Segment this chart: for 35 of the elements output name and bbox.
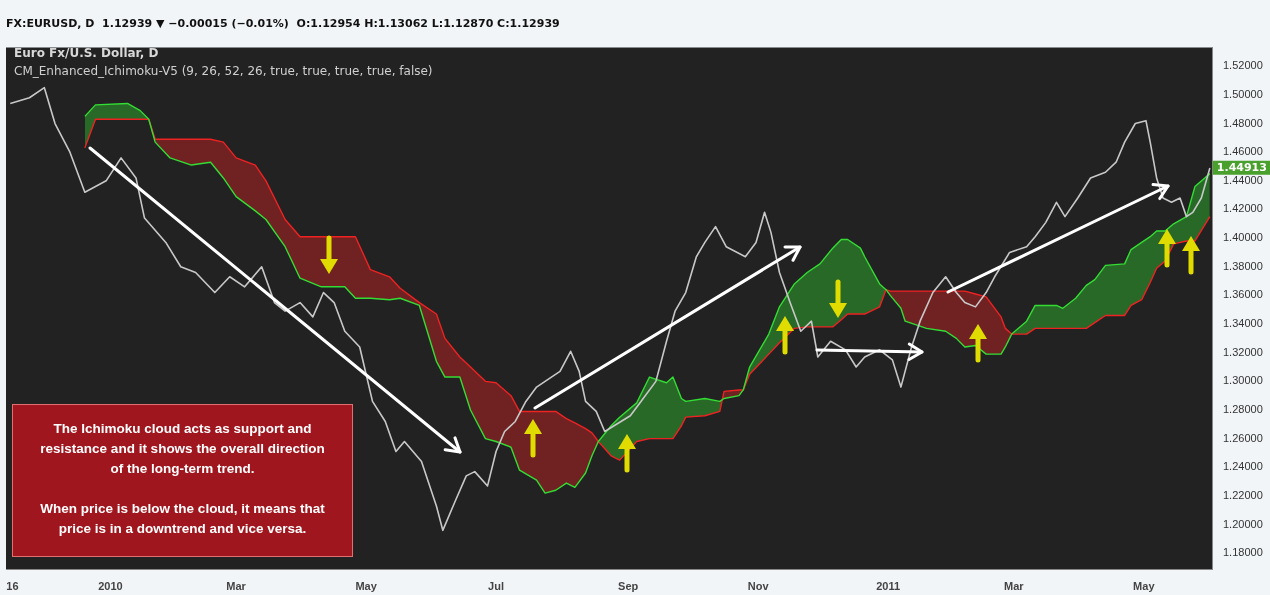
annotation: When price is below the cloud, it means that price is in a downtrend and vice versa.	[39, 500, 326, 538]
y-tick-label: 1.36000	[1223, 288, 1263, 301]
x-tick-label: 2010	[98, 579, 123, 592]
y-tick-label: 1.42000	[1223, 202, 1263, 215]
x-tick-label: Mar	[1004, 579, 1025, 592]
x-tick-label: Nov	[747, 579, 770, 592]
y-tick-label: 1.22000	[1223, 488, 1263, 501]
y-tick-label: 1.32000	[1223, 345, 1263, 358]
text: CM_Enhanced_Ichimoku-V5 (9, 26, 52, 26, true, true, true, true, false)	[14, 64, 433, 78]
x-tick-label: Jul	[488, 579, 505, 592]
note-box: The Ichimoku cloud acts as support and resistance and it shows the overall direction of the long-term trend. When price is below the cloud, it means that price is in a downtrend and vice versa.	[12, 404, 353, 557]
y-tick-label: 1.26000	[1223, 431, 1263, 444]
y-tick-label: 1.20000	[1223, 517, 1263, 530]
y-tick-label: 1.24000	[1223, 460, 1263, 473]
y-tick-label: 1.40000	[1223, 231, 1263, 244]
chart-title: Euro Fx/U.S. Dollar, D	[14, 46, 159, 60]
y-tick-label: 1.18000	[1223, 546, 1263, 559]
y-tick-label: 1.30000	[1223, 374, 1263, 387]
text: FX:EURUSD, D 1.12939 ▼ −0.00015 (−0.01%) O:1.12954 H:1.13062 L:1.12870 C:1.12939	[6, 17, 560, 30]
x-tick-label: Sep	[618, 579, 639, 592]
x-tick-label: May	[355, 579, 378, 592]
y-tick-label: 1.34000	[1223, 317, 1263, 330]
y-tick-label: 1.44000	[1223, 173, 1263, 186]
x-tick-label: May	[1133, 579, 1156, 592]
annotation: 1.44913	[1216, 160, 1267, 174]
y-tick-label: 1.46000	[1223, 145, 1263, 158]
x-tick-label: Mar	[226, 579, 247, 592]
y-tick-label: 1.38000	[1223, 259, 1263, 272]
y-tick-label: 1.48000	[1223, 116, 1263, 129]
y-tick-label: 1.28000	[1223, 403, 1263, 416]
y-tick-label: 1.52000	[1223, 59, 1263, 72]
x-tick-label: 2011	[876, 579, 901, 592]
x-tick-label: 16	[6, 579, 19, 592]
y-tick-label: 1.50000	[1223, 87, 1263, 100]
annotation: The Ichimoku cloud acts as support and resistance and it shows the overall direction of the long-term trend.	[39, 420, 326, 478]
